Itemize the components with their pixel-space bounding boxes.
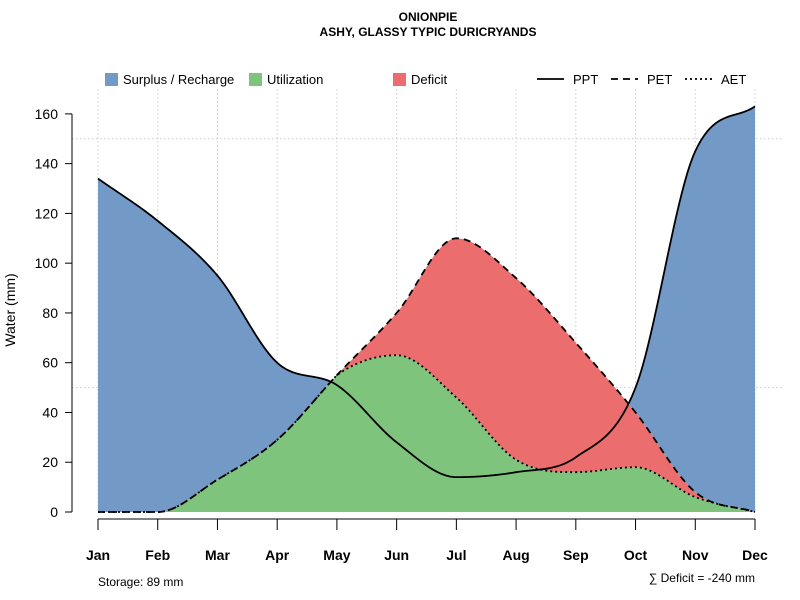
series-line-aet	[98, 354, 756, 513]
series-line-ppt	[97, 105, 756, 479]
legend-label: Utilization	[267, 72, 323, 87]
y-tick-label: 160	[35, 106, 59, 122]
utilization-area	[98, 355, 755, 512]
y-axis-label: Water (mm)	[2, 273, 18, 346]
legend-swatch-surplus	[105, 73, 118, 86]
chart-title: ONIONPIE	[399, 10, 458, 24]
y-tick-label: 20	[42, 454, 58, 470]
x-tick-label: Apr	[265, 547, 290, 563]
legend-label: PPT	[573, 72, 598, 87]
legend-swatch-utilization	[249, 73, 262, 86]
y-tick-label: 100	[35, 255, 59, 271]
y-tick-label: 120	[35, 205, 59, 221]
y-tick-label: 60	[42, 355, 58, 371]
legend-label: Surplus / Recharge	[123, 72, 234, 87]
area-fills	[98, 106, 755, 513]
x-tick-label: Dec	[742, 547, 768, 563]
legend: Surplus / Recharge Utilization Deficit PPT P…	[105, 72, 746, 87]
legend-label: PET	[647, 72, 672, 87]
deficit-area	[98, 238, 755, 513]
x-tick-label: Sep	[563, 547, 589, 563]
axes: 0 20 40 60 80 100 120 140 160 Jan Feb Mar Apr May Jun J…	[35, 106, 768, 563]
deficit-note: ∑ Deficit = -240 mm	[649, 571, 755, 585]
storage-note: Storage: 89 mm	[98, 575, 183, 589]
x-tick-label: Mar	[205, 547, 230, 563]
x-tick-label: Oct	[624, 547, 648, 563]
x-tick-label: Feb	[145, 547, 170, 563]
x-tick-label: May	[323, 547, 350, 563]
legend-label: Deficit	[411, 72, 448, 87]
y-tick-label: 80	[42, 305, 58, 321]
surplus-area	[98, 178, 329, 512]
x-tick-label: Jun	[384, 547, 409, 563]
y-tick-label: 40	[42, 404, 58, 420]
x-tick-label: Nov	[682, 547, 709, 563]
legend-label: AET	[721, 72, 746, 87]
series-lines	[97, 105, 756, 513]
x-tick-label: Jul	[446, 547, 466, 563]
chart-subtitle: ASHY, GLASSY TYPIC DURICRYANDS	[320, 25, 537, 39]
surplus-area	[629, 106, 755, 513]
x-tick-label: Aug	[502, 547, 529, 563]
x-tick-label: Jan	[86, 547, 110, 563]
y-tick-label: 0	[50, 504, 58, 520]
y-tick-label: 140	[35, 156, 59, 172]
legend-swatch-deficit	[393, 73, 406, 86]
